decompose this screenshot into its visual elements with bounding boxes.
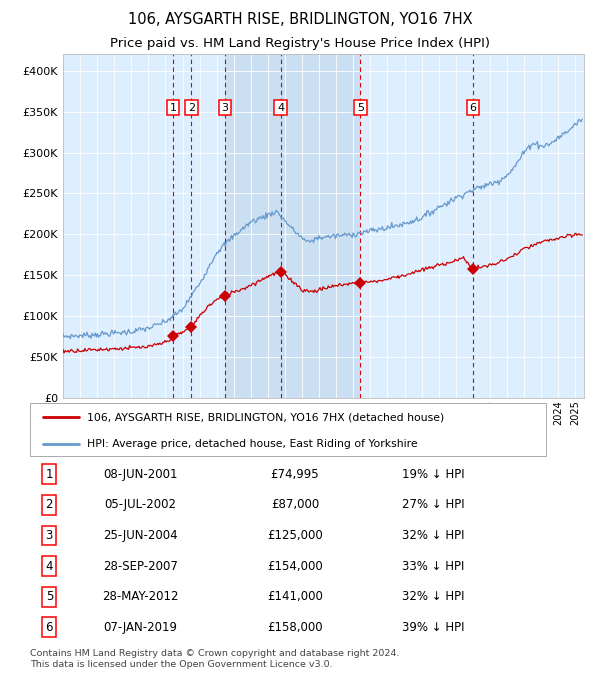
Text: 3: 3 <box>221 103 229 113</box>
Text: 1: 1 <box>46 468 53 481</box>
Text: 32% ↓ HPI: 32% ↓ HPI <box>402 529 464 542</box>
Text: 2: 2 <box>188 103 195 113</box>
Text: 27% ↓ HPI: 27% ↓ HPI <box>401 498 464 511</box>
Text: 07-JAN-2019: 07-JAN-2019 <box>103 621 178 634</box>
Text: 05-JUL-2002: 05-JUL-2002 <box>104 498 176 511</box>
Text: 2: 2 <box>46 498 53 511</box>
Text: 32% ↓ HPI: 32% ↓ HPI <box>402 590 464 603</box>
Text: £158,000: £158,000 <box>267 621 323 634</box>
Text: 106, AYSGARTH RISE, BRIDLINGTON, YO16 7HX (detached house): 106, AYSGARTH RISE, BRIDLINGTON, YO16 7H… <box>87 412 444 422</box>
Text: 25-JUN-2004: 25-JUN-2004 <box>103 529 178 542</box>
Text: £154,000: £154,000 <box>267 560 323 573</box>
Text: 28-SEP-2007: 28-SEP-2007 <box>103 560 178 573</box>
Text: 08-JUN-2001: 08-JUN-2001 <box>103 468 178 481</box>
Bar <box>225 54 360 398</box>
Text: £141,000: £141,000 <box>267 590 323 603</box>
Text: Contains HM Land Registry data © Crown copyright and database right 2024.
This d: Contains HM Land Registry data © Crown c… <box>30 649 400 669</box>
Text: £87,000: £87,000 <box>271 498 319 511</box>
Text: HPI: Average price, detached house, East Riding of Yorkshire: HPI: Average price, detached house, East… <box>87 439 418 449</box>
Text: 106, AYSGARTH RISE, BRIDLINGTON, YO16 7HX: 106, AYSGARTH RISE, BRIDLINGTON, YO16 7H… <box>128 12 472 27</box>
Text: 4: 4 <box>46 560 53 573</box>
Text: 4: 4 <box>277 103 284 113</box>
Text: £125,000: £125,000 <box>267 529 323 542</box>
Text: Price paid vs. HM Land Registry's House Price Index (HPI): Price paid vs. HM Land Registry's House … <box>110 37 490 50</box>
Text: 19% ↓ HPI: 19% ↓ HPI <box>401 468 464 481</box>
Text: 39% ↓ HPI: 39% ↓ HPI <box>402 621 464 634</box>
Text: 3: 3 <box>46 529 53 542</box>
Text: 28-MAY-2012: 28-MAY-2012 <box>102 590 179 603</box>
Text: 1: 1 <box>169 103 176 113</box>
Text: 6: 6 <box>470 103 476 113</box>
Text: 5: 5 <box>46 590 53 603</box>
Text: £74,995: £74,995 <box>271 468 319 481</box>
Text: 33% ↓ HPI: 33% ↓ HPI <box>402 560 464 573</box>
Text: 5: 5 <box>357 103 364 113</box>
Text: 6: 6 <box>46 621 53 634</box>
